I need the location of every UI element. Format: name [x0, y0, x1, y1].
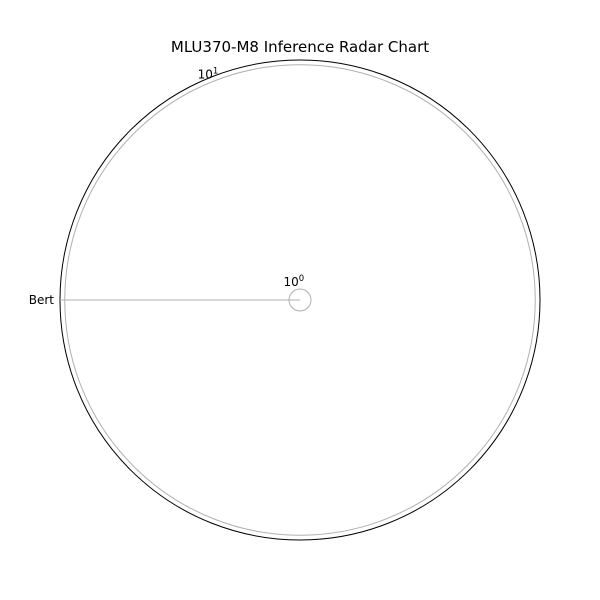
radar-grid: [59, 59, 541, 541]
radial-tick-exponent: 0: [299, 274, 304, 284]
radial-tick-base: 10: [198, 68, 213, 82]
radial-tick-label: 100: [283, 274, 304, 289]
chart-title: MLU370-M8 Inference Radar Chart: [171, 38, 429, 56]
radial-tick-label: 101: [198, 67, 219, 82]
category-label: Bert: [29, 293, 55, 307]
radial-tick-base: 10: [283, 275, 298, 289]
radial-tick-exponent: 1: [213, 67, 218, 77]
